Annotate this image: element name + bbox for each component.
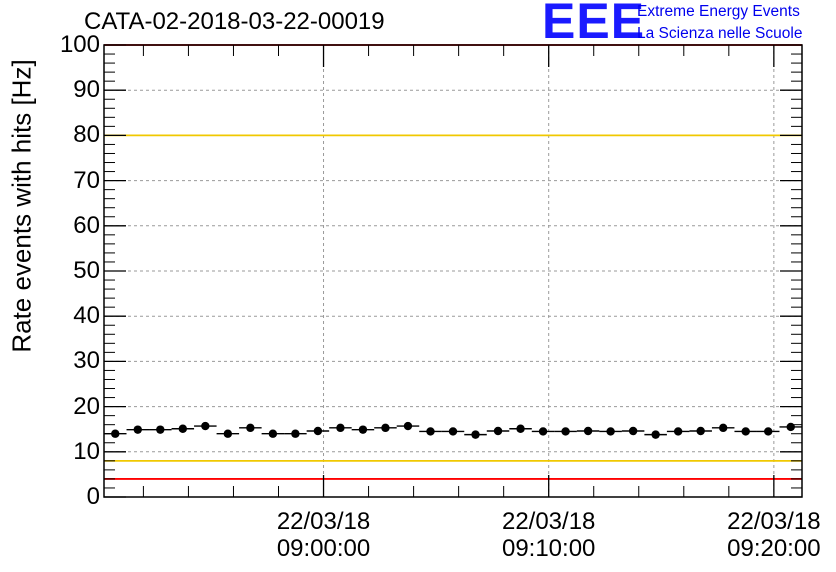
data-point bbox=[741, 427, 750, 436]
y-tick-label: 60 bbox=[73, 211, 100, 239]
data-point bbox=[178, 424, 188, 433]
x-tick-time: 09:10:00 bbox=[501, 535, 596, 562]
y-tick-label: 90 bbox=[73, 76, 100, 104]
data-point bbox=[583, 426, 593, 436]
x-tick-label: 22/03/18 09:20:00 bbox=[714, 508, 834, 562]
y-tick-label: 10 bbox=[73, 437, 100, 465]
data-point bbox=[471, 430, 480, 439]
y-tick-label: 0 bbox=[86, 483, 100, 510]
data-point bbox=[448, 427, 458, 436]
x-tick-date: 22/03/18 bbox=[501, 508, 596, 535]
data-point bbox=[358, 425, 368, 434]
data-point bbox=[201, 421, 210, 431]
y-axis-label: Rate events with hits [Hz] bbox=[6, 59, 37, 353]
y-tick-label: 30 bbox=[73, 347, 100, 375]
y-tick-label: 40 bbox=[73, 302, 100, 330]
data-point bbox=[381, 423, 390, 433]
y-tick-label: 70 bbox=[73, 166, 100, 194]
data-point bbox=[156, 425, 165, 434]
data-point bbox=[403, 421, 413, 431]
data-point bbox=[133, 425, 142, 434]
data-point bbox=[246, 423, 255, 433]
data-point bbox=[291, 429, 300, 438]
reference-lines bbox=[104, 44, 802, 480]
x-tick-time: 09:00:00 bbox=[276, 535, 371, 562]
data-point bbox=[493, 426, 503, 436]
data-point bbox=[426, 427, 435, 436]
axis-ticks bbox=[104, 44, 802, 498]
data-point bbox=[516, 424, 525, 433]
data-point bbox=[764, 427, 773, 436]
data-point bbox=[223, 429, 233, 438]
logo-text-line1: Extreme Energy Events bbox=[637, 3, 800, 20]
data-point bbox=[268, 429, 278, 438]
chart-title: CATA-02-2018-03-22-00019 bbox=[84, 8, 385, 35]
data-point bbox=[313, 426, 323, 436]
eee-logo-letters: EEE bbox=[542, 0, 646, 49]
y-tick-label: 100 bbox=[59, 31, 100, 58]
data-point bbox=[606, 427, 615, 436]
data-point bbox=[673, 427, 683, 436]
y-tick-label: 50 bbox=[73, 257, 100, 284]
data-point bbox=[561, 427, 570, 436]
data-point bbox=[718, 423, 728, 433]
data-point bbox=[538, 427, 548, 436]
data-point bbox=[651, 430, 660, 439]
data-point bbox=[336, 423, 345, 433]
x-tick-time: 09:20:00 bbox=[727, 535, 821, 562]
logo-text-line2: La Scienza nelle Scuole bbox=[637, 25, 803, 42]
data-point bbox=[111, 429, 120, 438]
data-point bbox=[696, 426, 705, 436]
x-tick-label: 22/03/18 09:00:00 bbox=[264, 508, 384, 562]
data-point bbox=[786, 422, 795, 432]
data-point bbox=[628, 426, 638, 436]
x-tick-date: 22/03/18 bbox=[276, 508, 371, 535]
y-tick-label: 80 bbox=[73, 121, 100, 149]
x-tick-date: 22/03/18 bbox=[727, 508, 821, 535]
data-points bbox=[104, 421, 802, 439]
x-tick-label: 22/03/18 09:10:00 bbox=[489, 508, 609, 562]
y-tick-label: 20 bbox=[73, 392, 100, 420]
